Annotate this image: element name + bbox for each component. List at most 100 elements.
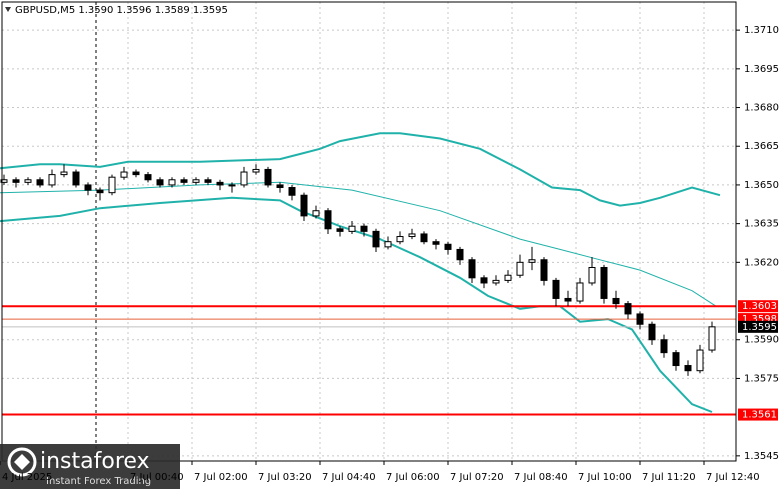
x-tick-label: 7 Jul 04:40: [322, 472, 376, 483]
candle-body: [240, 171, 248, 186]
candle-body: [288, 187, 296, 196]
y-tick-label: 1.3680: [744, 103, 779, 114]
candle-body: [132, 171, 140, 176]
candle-body: [396, 236, 404, 243]
candle-body: [72, 171, 80, 186]
candle-body: [12, 179, 20, 183]
candle-body: [108, 176, 116, 194]
y-tick-label: 1.3695: [744, 64, 779, 75]
candle-body: [324, 210, 332, 230]
candle-body: [636, 313, 644, 325]
candle-body: [36, 179, 44, 186]
x-tick-label: 4 Jul 2025: [2, 472, 52, 483]
plot-area: [0, 2, 736, 461]
candle-body: [276, 184, 284, 189]
y-tick-label: 1.3710: [744, 25, 779, 36]
plot-frame: [1, 1, 737, 462]
x-tick-label: 7 Jul 00:40: [130, 472, 184, 483]
candle-body: [60, 171, 68, 176]
candle-body: [480, 277, 488, 284]
candle-body: [0, 179, 8, 183]
candle-body: [708, 326, 716, 351]
logo-icon: [7, 447, 37, 477]
y-tick-label: 1.3590: [744, 335, 779, 346]
candle-body: [312, 210, 320, 217]
y-tick-label: 1.3620: [744, 257, 779, 268]
candle-body: [48, 174, 56, 186]
x-tick-label: 7 Jul 07:20: [450, 472, 504, 483]
candle-body: [432, 241, 440, 245]
candle-body: [660, 339, 668, 354]
logo-icon-mark: [14, 454, 30, 470]
y-tick-label: 1.3635: [744, 219, 779, 230]
x-tick-label: 7 Jul 10:00: [578, 472, 632, 483]
candle-body: [360, 225, 368, 232]
y-tick-label: 1.3575: [744, 373, 779, 384]
candle-body: [684, 365, 692, 372]
candle-body: [456, 248, 464, 261]
candle-body: [504, 274, 512, 281]
candle-body: [564, 297, 572, 302]
x-tick-label: 7 Jul 02:00: [194, 472, 248, 483]
candle-body: [192, 179, 200, 183]
candle-body: [252, 168, 260, 173]
candle-body: [216, 181, 224, 186]
candle-body: [696, 349, 704, 372]
candle-body: [516, 261, 524, 276]
level-label-box: [738, 300, 778, 313]
candle-body: [648, 323, 656, 341]
band-line: [0, 181, 717, 307]
candle-body: [180, 179, 188, 183]
level-label: 1.3598: [742, 314, 777, 325]
candle-body: [84, 184, 92, 191]
level-label: 1.3595: [742, 322, 777, 333]
candle-body: [612, 297, 620, 305]
level-label-box: [738, 408, 778, 421]
x-tick-label: 7 Jul 03:20: [258, 472, 312, 483]
candle-body: [228, 184, 236, 187]
y-tick-label: 1.3545: [744, 451, 779, 462]
logo: instaforex Instant Forex Trading: [0, 444, 180, 489]
candle-body: [168, 179, 176, 186]
candle-body: [300, 194, 308, 217]
band-line: [0, 132, 721, 207]
logo-tagline: Instant Forex Trading: [46, 476, 151, 487]
level-label: 1.3603: [742, 301, 777, 312]
candle-body: [588, 266, 596, 284]
candle-body: [144, 174, 152, 181]
candle-body: [156, 179, 164, 186]
candle-body: [96, 189, 104, 194]
band-line: [0, 196, 713, 413]
candle-body: [336, 228, 344, 232]
symbol-icon: [5, 7, 11, 12]
candle-body: [528, 259, 536, 263]
candle-body: [576, 282, 584, 302]
candle-body: [492, 279, 500, 284]
candle-body: [24, 179, 32, 183]
chart-title: GBPUSD,M5 1.3590 1.3596 1.3589 1.3595: [15, 5, 228, 16]
x-tick-label: 7 Jul 06:00: [386, 472, 440, 483]
candle-body: [420, 233, 428, 243]
level-label-box: [738, 320, 778, 333]
candle-body: [552, 279, 560, 299]
y-tick-label: 1.3665: [744, 141, 779, 152]
x-tick-label: 7 Jul 12:40: [706, 472, 760, 483]
x-tick-label: 7 Jul 11:20: [642, 472, 696, 483]
candle-body: [348, 225, 356, 232]
candle-body: [384, 241, 392, 248]
candle-body: [264, 168, 272, 186]
candle-body: [444, 243, 452, 250]
candle-body: [120, 171, 128, 178]
candle-body: [540, 259, 548, 281]
candle-body: [468, 259, 476, 279]
x-tick-label: 7 Jul 08:40: [514, 472, 568, 483]
y-tick-label: 1.3650: [744, 180, 779, 191]
candle-body: [624, 303, 632, 315]
logo-name: instaforex: [40, 449, 150, 474]
candle-body: [204, 179, 212, 183]
candle-body: [408, 233, 416, 238]
candle-body: [600, 266, 608, 299]
candle-body: [372, 230, 380, 248]
candle-body: [672, 352, 680, 367]
